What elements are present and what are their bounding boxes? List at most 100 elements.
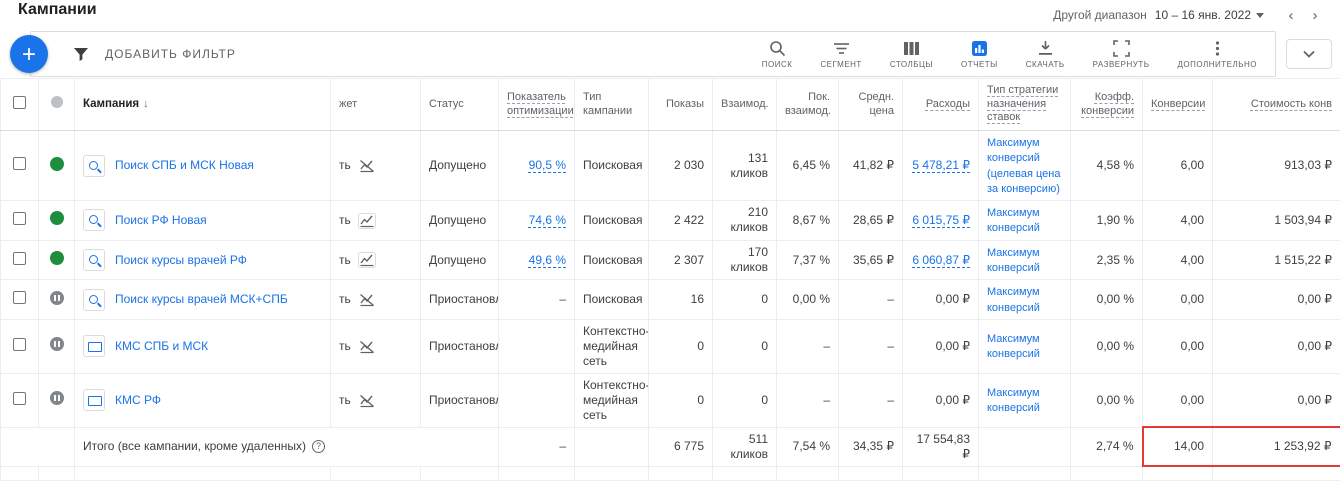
campaign-link[interactable]: Поиск РФ Новая <box>115 213 207 228</box>
campaign-link[interactable]: Поиск курсы врачей РФ <box>115 253 247 268</box>
cost-link[interactable]: 5 478,21 ₽ <box>912 158 970 172</box>
opt-score-link[interactable]: 49,6 % <box>529 253 566 267</box>
row-checkbox[interactable] <box>13 157 26 170</box>
cost-per-conv: 913,03 ₽ <box>1213 131 1340 201</box>
table-row[interactable]: Поиск курсы врачей РФ ть Допущено 49,6 %… <box>1 240 1340 280</box>
column-header-campaign[interactable]: Кампания <box>75 79 331 131</box>
column-header-avg-cost[interactable]: Средн. цена <box>839 79 903 131</box>
budget-chart-icon[interactable] <box>359 394 375 408</box>
column-header-impressions[interactable]: Показы <box>649 79 713 131</box>
cost-link[interactable]: 6 060,87 ₽ <box>912 253 970 267</box>
column-header-status[interactable]: Статус <box>421 79 499 131</box>
budget-value[interactable]: ть <box>339 253 351 267</box>
campaign-status: Приостановлено <box>421 319 499 373</box>
opt-score-link[interactable]: 90,5 % <box>529 158 566 172</box>
status-dot[interactable] <box>50 157 64 171</box>
interactions: 210 <box>721 205 768 220</box>
budget-value[interactable]: ть <box>339 393 351 407</box>
column-header-cost[interactable]: Расходы <box>903 79 979 131</box>
expand-icon-button[interactable]: РАЗВЕРНУТЬ <box>1093 40 1150 69</box>
bid-strategy-link[interactable]: Максимум конверсий <box>987 247 1040 274</box>
status-dot[interactable] <box>50 291 64 305</box>
date-range: Другой диапазон 10 – 16 янв. 2022 <box>1053 4 1326 26</box>
date-range-selector[interactable]: 10 – 16 янв. 2022 <box>1155 8 1264 22</box>
add-campaign-button[interactable] <box>10 35 48 73</box>
table-row[interactable]: Поиск курсы врачей МСК+СПБ ть Приостанов… <box>1 280 1340 320</box>
status-dot[interactable] <box>50 251 64 265</box>
column-header-interaction-rate[interactable]: Пок. взаимод. <box>777 79 839 131</box>
bid-strategy-link[interactable]: Максимум конверсий <box>987 387 1040 414</box>
column-header-interactions[interactable]: Взаимод. <box>713 79 777 131</box>
prev-range-button[interactable] <box>1280 4 1302 26</box>
opt-score-link[interactable]: – <box>559 292 566 306</box>
budget-chart-icon[interactable] <box>359 340 375 354</box>
bid-strategy-link[interactable]: Максимум конверсий <box>987 286 1040 313</box>
expand-icon <box>1113 40 1130 57</box>
column-header-cost-per-conv[interactable]: Стоимость конв <box>1213 79 1340 131</box>
budget-value[interactable]: ть <box>339 213 351 227</box>
budget-value[interactable]: ть <box>339 292 351 306</box>
collapse-toolbar-button[interactable] <box>1286 39 1332 69</box>
campaign-link[interactable]: Поиск курсы врачей МСК+СПБ <box>115 292 288 307</box>
status-column-icon[interactable] <box>51 96 63 108</box>
campaign-status: Допущено <box>421 131 499 201</box>
budget-value[interactable]: ть <box>339 339 351 353</box>
avg-cost: – <box>839 280 903 320</box>
campaign-link[interactable]: КМС РФ <box>115 393 161 408</box>
conv-rate: 2,35 % <box>1071 240 1143 280</box>
cost-link[interactable]: 0,00 ₽ <box>936 393 970 407</box>
row-checkbox[interactable] <box>13 392 26 405</box>
table-row[interactable]: Поиск РФ Новая ть Допущено 74,6 % Поиско… <box>1 201 1340 241</box>
budget-chart-icon[interactable] <box>359 293 375 307</box>
cost-link[interactable]: 0,00 ₽ <box>936 339 970 353</box>
bid-strategy-link[interactable]: Максимум конверсий (целевая цена за конв… <box>987 137 1060 195</box>
row-checkbox[interactable] <box>13 252 26 265</box>
reports-icon-button[interactable]: ОТЧЕТЫ <box>961 40 998 69</box>
status-dot[interactable] <box>50 337 64 351</box>
add-filter-button[interactable]: ДОБАВИТЬ ФИЛЬТР <box>73 47 236 62</box>
download-icon-button[interactable]: СКАЧАТЬ <box>1026 40 1065 69</box>
interactions: 0 <box>721 292 768 307</box>
cost-link[interactable]: 6 015,75 ₽ <box>912 213 970 227</box>
column-header-conv-rate[interactable]: Коэфф. конверсии <box>1071 79 1143 131</box>
page-title: Кампании <box>18 0 97 20</box>
total-conversions: 14,00 <box>1143 427 1213 466</box>
columns-icon-button[interactable]: СТОЛБЦЫ <box>890 40 933 69</box>
table-header-row: Кампания жет Статус Показатель оптимизац… <box>1 79 1340 131</box>
caret-down-icon <box>1256 13 1264 18</box>
table-row[interactable]: Поиск СПБ и МСК Новая ть Допущено 90,5 %… <box>1 131 1340 201</box>
cost-link[interactable]: 0,00 ₽ <box>936 292 970 306</box>
bid-strategy-link[interactable]: Максимум конверсий <box>987 333 1040 360</box>
budget-value[interactable]: ть <box>339 158 351 172</box>
row-checkbox[interactable] <box>13 212 26 225</box>
budget-chart-icon[interactable] <box>359 253 375 267</box>
select-all-checkbox[interactable] <box>13 96 26 109</box>
campaign-link[interactable]: Поиск СПБ и МСК Новая <box>115 158 254 173</box>
row-checkbox[interactable] <box>13 338 26 351</box>
total-interactions: 511 <box>721 432 768 447</box>
campaign-link[interactable]: КМС СПБ и МСК <box>115 339 208 354</box>
table-row[interactable]: КМС РФ ть Приостановлено Контекстно-меди… <box>1 373 1340 427</box>
column-header-budget[interactable]: жет <box>331 79 421 131</box>
budget-chart-icon[interactable] <box>359 159 375 173</box>
campaign-status: Приостановлено <box>421 280 499 320</box>
table-row[interactable]: КМС СПБ и МСК ть Приостановлено Контекст… <box>1 319 1340 373</box>
toolbar-search-button[interactable]: ПОИСК <box>762 40 793 69</box>
status-dot[interactable] <box>50 211 64 225</box>
help-icon[interactable] <box>312 440 325 453</box>
column-header-conversions[interactable]: Конверсии <box>1143 79 1213 131</box>
conv-rate: 4,58 % <box>1071 131 1143 201</box>
next-range-button[interactable] <box>1304 4 1326 26</box>
column-header-bid-strategy[interactable]: Тип стратегии назначения ставок <box>979 79 1071 131</box>
column-header-type[interactable]: Тип кампании <box>575 79 649 131</box>
status-dot[interactable] <box>50 391 64 405</box>
more-icon-button[interactable]: ДОПОЛНИТЕЛЬНО <box>1177 40 1257 69</box>
bid-strategy-link[interactable]: Максимум конверсий <box>987 207 1040 234</box>
reports-chart-icon <box>971 40 988 57</box>
column-header-opt-score[interactable]: Показатель оптимизации <box>499 79 575 131</box>
toolbar-segment-button[interactable]: СЕГМЕНТ <box>820 40 861 69</box>
avg-cost: 35,65 ₽ <box>839 240 903 280</box>
budget-chart-icon[interactable] <box>359 214 375 228</box>
opt-score-link[interactable]: 74,6 % <box>529 213 566 227</box>
row-checkbox[interactable] <box>13 291 26 304</box>
